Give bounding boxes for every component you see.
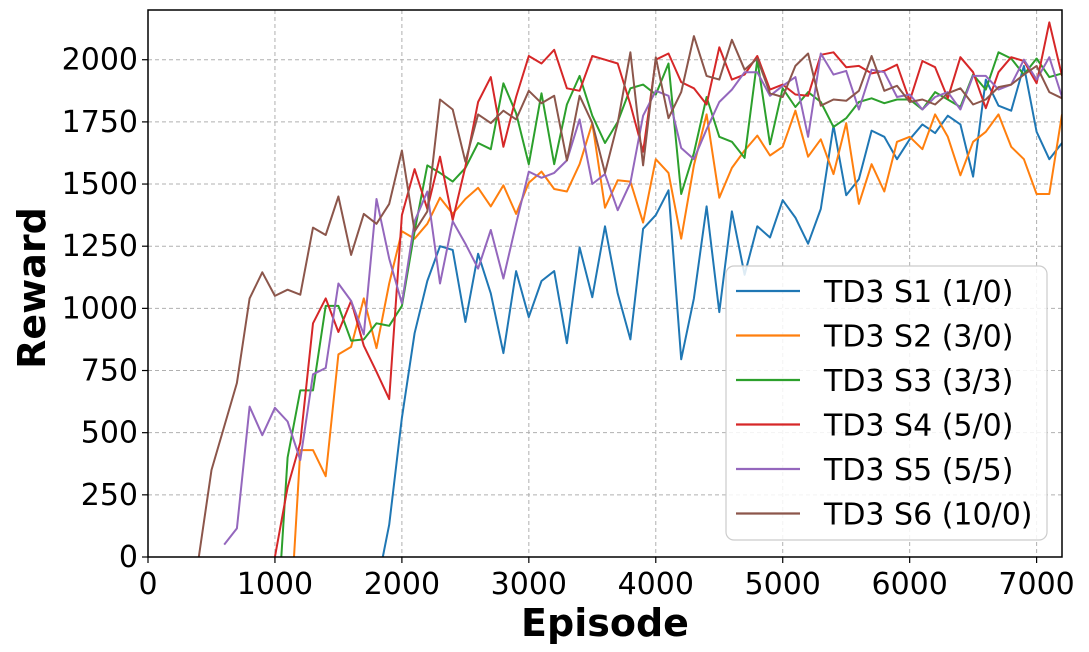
series-line-6 [197, 35, 1062, 557]
x-axis-ticks: 0 1000 2000 3000 4000 5000 6000 7000 [138, 557, 1075, 602]
y-tick-label: 0 [119, 540, 138, 575]
legend: TD3 S1 (1/0) TD3 S2 (3/0) TD3 S3 (3/3) TD3 … [725, 265, 1048, 541]
series-line-5 [223, 52, 1062, 546]
y-tick-label: 500 [81, 416, 138, 451]
x-axis-title: Episode [521, 601, 689, 645]
y-tick-label: 1250 [62, 229, 138, 264]
x-tick-label: 3000 [491, 567, 567, 602]
legend-label-4: TD3 S4 (5/0) [823, 409, 1013, 444]
series-line-4 [273, 21, 1062, 557]
legend-label-5: TD3 S5 (5/5) [823, 453, 1013, 488]
x-tick-label: 5000 [745, 567, 821, 602]
y-tick-label: 1750 [62, 105, 138, 140]
y-tick-label: 1000 [62, 291, 138, 326]
x-tick-label: 6000 [871, 567, 947, 602]
y-tick-label: 750 [81, 354, 138, 389]
x-tick-label: 0 [138, 567, 157, 602]
y-tick-label: 2000 [62, 43, 138, 78]
x-tick-label: 2000 [364, 567, 440, 602]
plot-frame [147, 9, 1063, 558]
legend-box [725, 265, 1048, 541]
legend-label-2: TD3 S2 (3/0) [823, 320, 1013, 355]
legend-label-1: TD3 S1 (1/0) [823, 275, 1013, 310]
y-axis-title: Reward [10, 207, 54, 369]
y-tick-label: 1500 [62, 167, 138, 202]
y-axis-ticks: 0 250 500 750 1000 1250 1500 1750 2000 [62, 43, 148, 575]
legend-label-6: TD3 S6 (10/0) [823, 498, 1033, 533]
x-tick-label: 4000 [618, 567, 694, 602]
series-line-2 [293, 109, 1062, 557]
y-tick-label: 250 [81, 478, 138, 513]
series-lines [197, 21, 1062, 557]
legend-label-3: TD3 S3 (3/3) [823, 364, 1013, 399]
series-line-1 [381, 64, 1062, 557]
x-tick-label: 1000 [237, 567, 313, 602]
x-tick-label: 7000 [998, 567, 1074, 602]
